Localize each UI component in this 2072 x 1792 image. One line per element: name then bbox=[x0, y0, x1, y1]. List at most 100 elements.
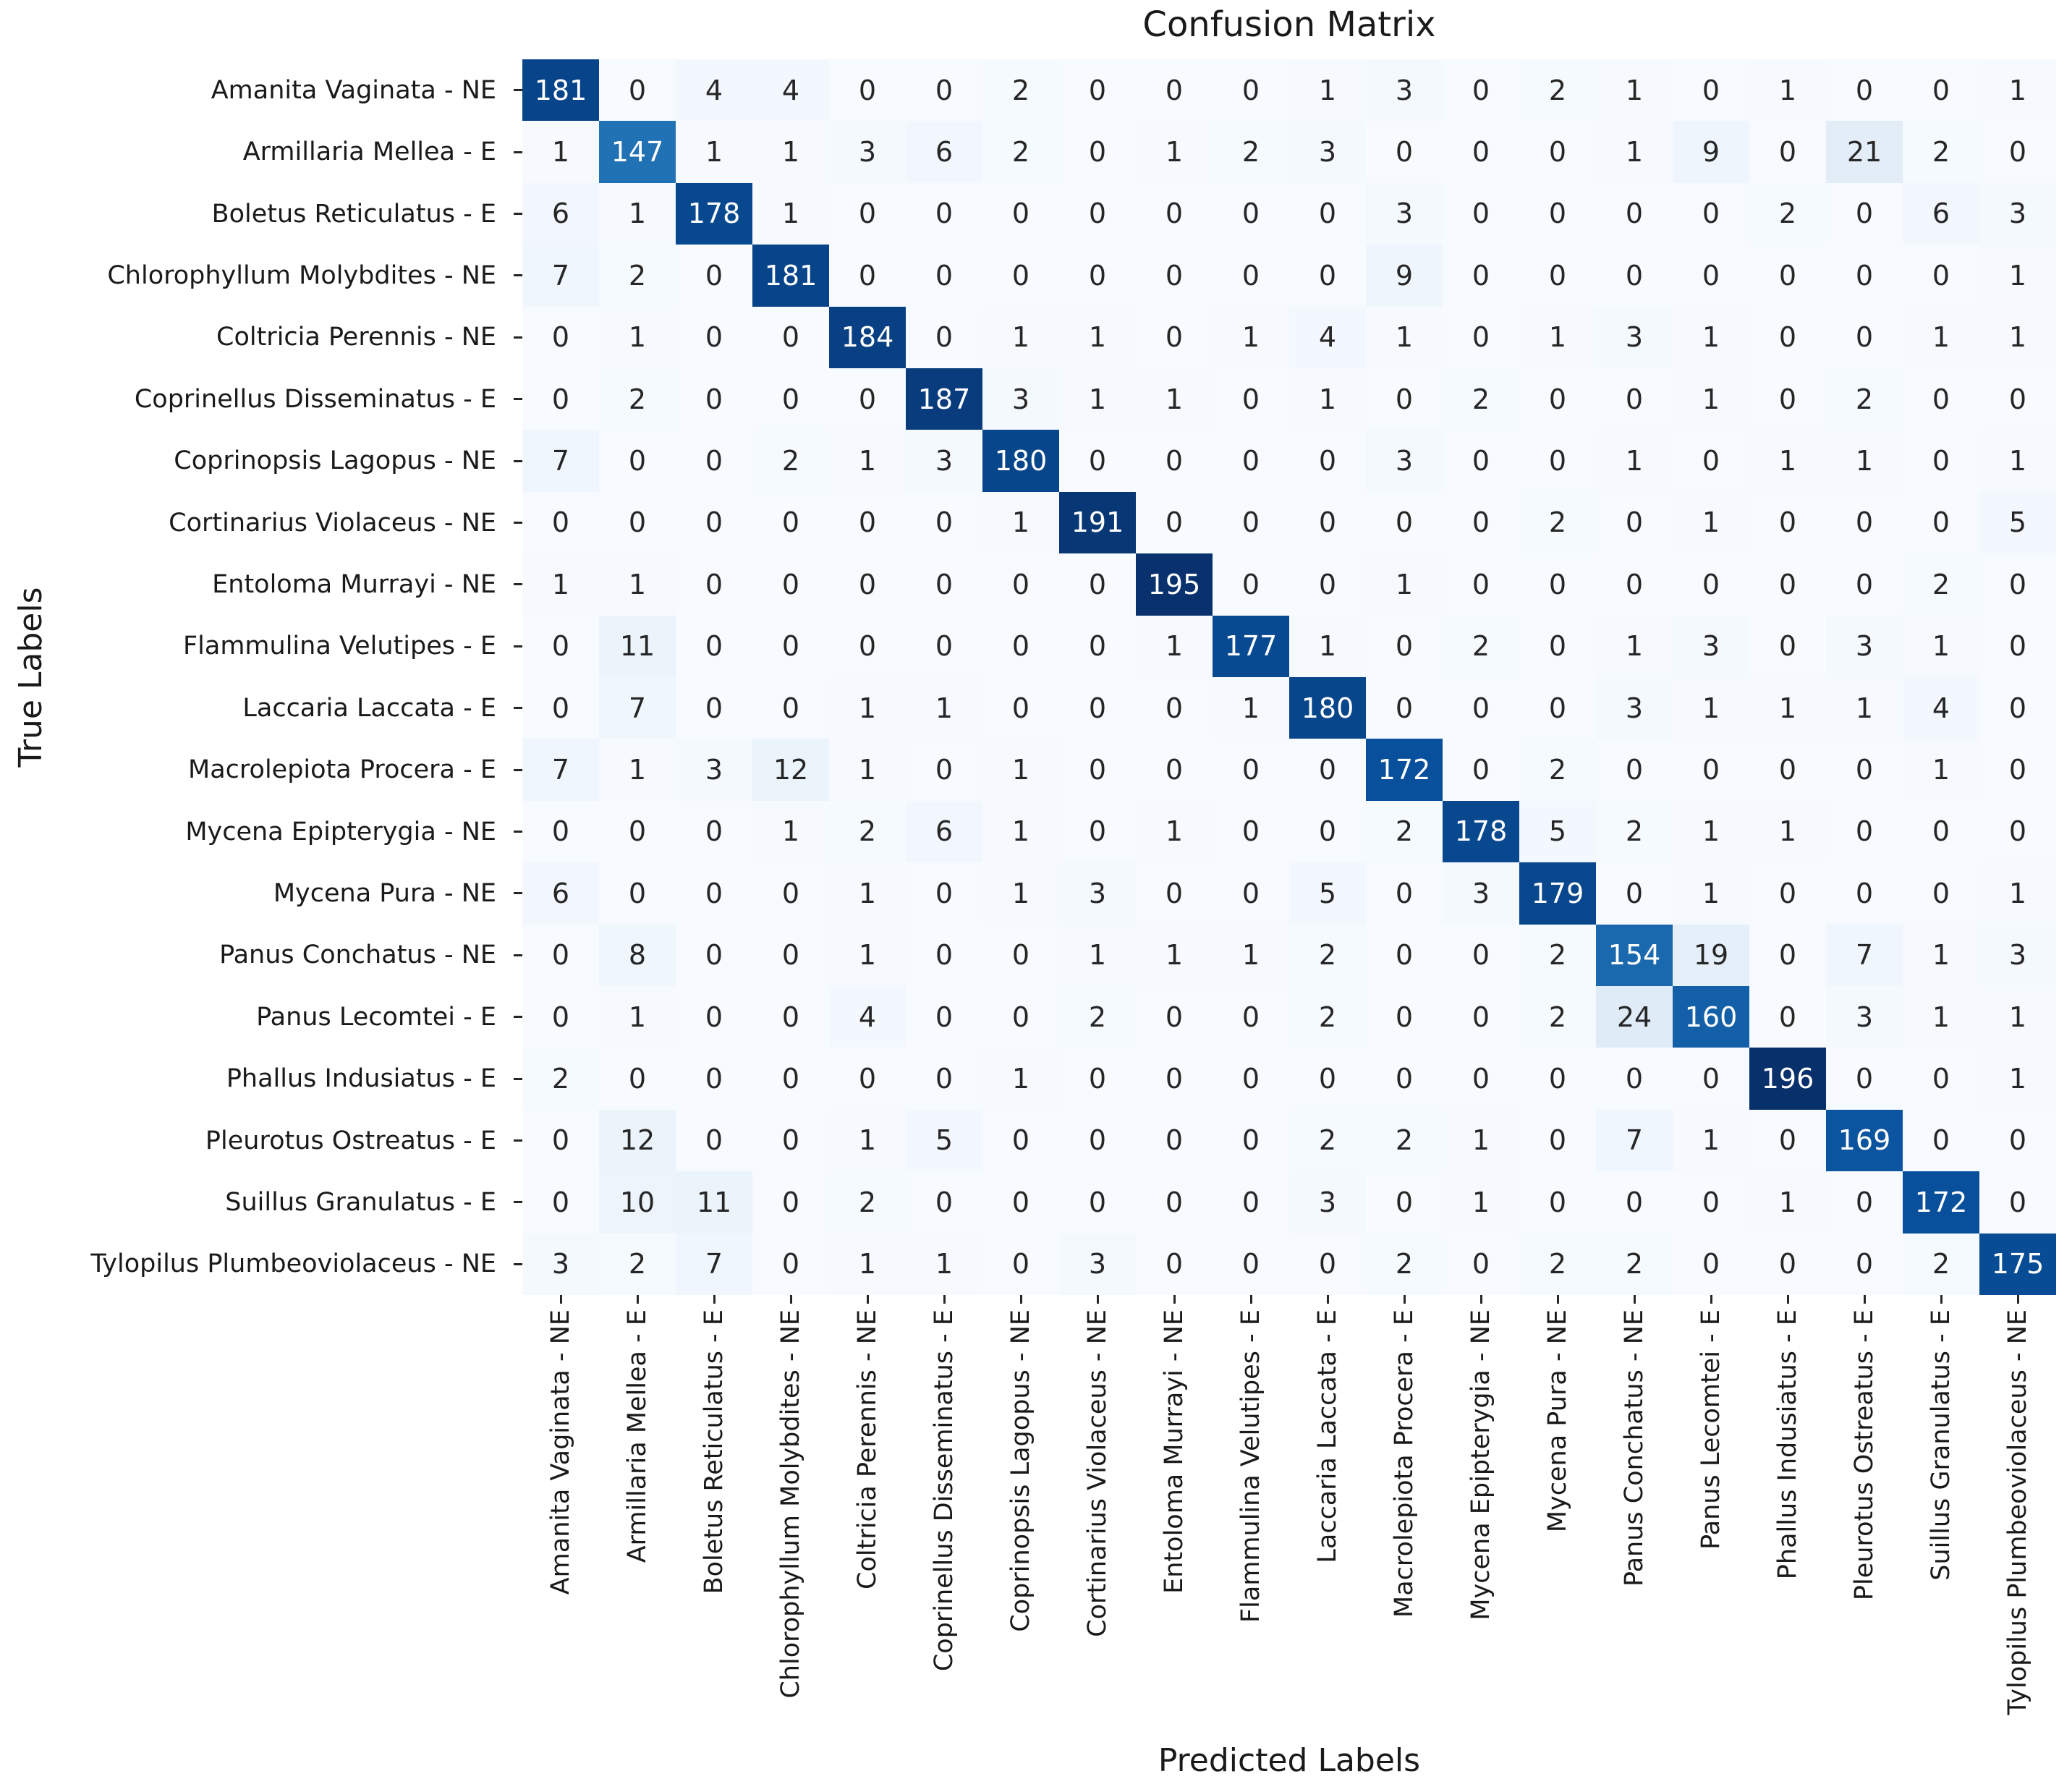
y-tick-mark bbox=[514, 583, 522, 586]
y-tick-mark bbox=[514, 89, 522, 92]
heatmap-cell: 1 bbox=[982, 800, 1059, 863]
heatmap-cell: 0 bbox=[1673, 1233, 1749, 1295]
heatmap-cell: 0 bbox=[1443, 245, 1519, 307]
y-tick-mark bbox=[514, 645, 522, 647]
y-tick-label: Phallus Indusiatus - E bbox=[226, 1064, 496, 1094]
x-tick-mark bbox=[1940, 1295, 1942, 1304]
heatmap-cell: 1 bbox=[982, 1048, 1059, 1110]
heatmap-cell: 3 bbox=[982, 368, 1059, 430]
y-tick-mark bbox=[514, 768, 522, 771]
heatmap-cell: 12 bbox=[599, 1109, 676, 1172]
heatmap-cell: 191 bbox=[1059, 491, 1136, 554]
heatmap-cell: 0 bbox=[1059, 677, 1136, 739]
heatmap-cell: 0 bbox=[982, 182, 1059, 245]
heatmap-cell: 175 bbox=[1979, 1233, 2056, 1295]
heatmap-cell: 1 bbox=[829, 862, 906, 925]
heatmap-cell: 0 bbox=[1596, 1171, 1673, 1233]
heatmap-cell: 1 bbox=[1826, 430, 1903, 492]
heatmap-cell: 0 bbox=[752, 986, 829, 1048]
heatmap-cell: 0 bbox=[1749, 245, 1826, 307]
heatmap-cell: 0 bbox=[1366, 986, 1443, 1048]
heatmap-cell: 0 bbox=[906, 615, 982, 677]
heatmap-cell: 21 bbox=[1826, 121, 1903, 183]
heatmap-cell: 0 bbox=[1979, 121, 2056, 183]
x-tick-mark bbox=[1633, 1295, 1636, 1304]
heatmap-cell: 0 bbox=[599, 800, 676, 863]
heatmap-cell: 1 bbox=[1213, 677, 1289, 739]
heatmap-cell: 11 bbox=[599, 615, 676, 677]
heatmap-cell: 0 bbox=[829, 59, 906, 122]
heatmap-cell: 19 bbox=[1673, 924, 1749, 986]
y-tick-mark bbox=[514, 892, 522, 895]
heatmap-cell: 196 bbox=[1749, 1048, 1826, 1110]
heatmap-cell: 0 bbox=[676, 491, 752, 554]
heatmap-cell: 0 bbox=[752, 677, 829, 739]
y-tick-mark bbox=[514, 150, 522, 153]
x-tick-label: Suillus Granulatus - E bbox=[1927, 1309, 1956, 1581]
heatmap-cell: 3 bbox=[1059, 862, 1136, 925]
heatmap-cell: 0 bbox=[1519, 615, 1596, 677]
heatmap-cell: 0 bbox=[522, 1171, 599, 1233]
heatmap-cell: 1 bbox=[1673, 677, 1749, 739]
heatmap-cell: 0 bbox=[1213, 491, 1289, 554]
heatmap-cell: 0 bbox=[1213, 862, 1289, 925]
heatmap-cell: 0 bbox=[1366, 491, 1443, 554]
y-tick-labels: Amanita Vaginata - NE Armillaria Mellea -… bbox=[0, 59, 515, 1295]
heatmap-cell: 0 bbox=[1979, 615, 2056, 677]
heatmap-cell: 0 bbox=[1519, 182, 1596, 245]
heatmap-cell: 1 bbox=[829, 1233, 906, 1295]
heatmap-cell: 0 bbox=[1443, 182, 1519, 245]
heatmap-cell: 0 bbox=[1979, 368, 2056, 430]
heatmap-cell: 1 bbox=[1443, 1171, 1519, 1233]
heatmap-cell: 1 bbox=[1749, 1171, 1826, 1233]
heatmap-cell: 0 bbox=[752, 306, 829, 368]
heatmap-cell: 1 bbox=[1519, 306, 1596, 368]
heatmap-cell: 0 bbox=[676, 677, 752, 739]
heatmap-cell: 0 bbox=[829, 553, 906, 616]
heatmap-cell: 179 bbox=[1519, 862, 1596, 925]
heatmap-cell: 0 bbox=[829, 615, 906, 677]
heatmap-cell: 2 bbox=[1903, 121, 1979, 183]
y-tick-label: Boletus Reticulatus - E bbox=[211, 199, 496, 229]
heatmap-cell: 0 bbox=[1979, 800, 2056, 863]
heatmap-cell: 6 bbox=[906, 800, 982, 863]
heatmap-cell: 1 bbox=[599, 553, 676, 616]
heatmap-cell: 1 bbox=[1289, 368, 1366, 430]
heatmap-cell: 1 bbox=[982, 739, 1059, 801]
heatmap-cell: 2 bbox=[1366, 800, 1443, 863]
heatmap-cell: 0 bbox=[1366, 924, 1443, 986]
heatmap-cell: 0 bbox=[1903, 1048, 1979, 1110]
x-tick-label: Macrolepiota Procera - E bbox=[1390, 1309, 1419, 1618]
heatmap-cell: 0 bbox=[1443, 739, 1519, 801]
heatmap-cell: 2 bbox=[1519, 924, 1596, 986]
heatmap-cell: 0 bbox=[676, 430, 752, 492]
heatmap-cell: 2 bbox=[1213, 121, 1289, 183]
heatmap-cell: 3 bbox=[1366, 59, 1443, 122]
heatmap-cell: 1 bbox=[1059, 306, 1136, 368]
heatmap-cell: 0 bbox=[1136, 1233, 1213, 1295]
heatmap-cell: 0 bbox=[1826, 306, 1903, 368]
heatmap-cell: 0 bbox=[1059, 182, 1136, 245]
heatmap-cell: 0 bbox=[1826, 1048, 1903, 1110]
y-tick-mark bbox=[514, 213, 522, 215]
heatmap-cell: 0 bbox=[1136, 862, 1213, 925]
heatmap-cell: 0 bbox=[1059, 739, 1136, 801]
heatmap-cell: 0 bbox=[1673, 59, 1749, 122]
y-tick-mark bbox=[514, 831, 522, 833]
heatmap-cell: 0 bbox=[906, 862, 982, 925]
x-tick-label: Mycena Epipterygia - NE bbox=[1466, 1309, 1495, 1621]
heatmap-cell: 0 bbox=[829, 368, 906, 430]
heatmap-cell: 187 bbox=[906, 368, 982, 430]
heatmap-cell: 1 bbox=[752, 121, 829, 183]
heatmap-cell: 0 bbox=[1749, 924, 1826, 986]
heatmap-cell: 0 bbox=[1289, 430, 1366, 492]
heatmap-cell: 1 bbox=[1979, 59, 2056, 122]
heatmap-cell: 1 bbox=[1366, 306, 1443, 368]
y-tick-mark bbox=[514, 274, 522, 277]
x-tick-label: Panus Conchatus - NE bbox=[1620, 1309, 1649, 1587]
y-tick-mark bbox=[514, 1201, 522, 1204]
heatmap-cell: 0 bbox=[1749, 368, 1826, 430]
heatmap-cell: 0 bbox=[1059, 1171, 1136, 1233]
heatmap-cell: 0 bbox=[982, 677, 1059, 739]
heatmap-cell: 0 bbox=[1366, 677, 1443, 739]
